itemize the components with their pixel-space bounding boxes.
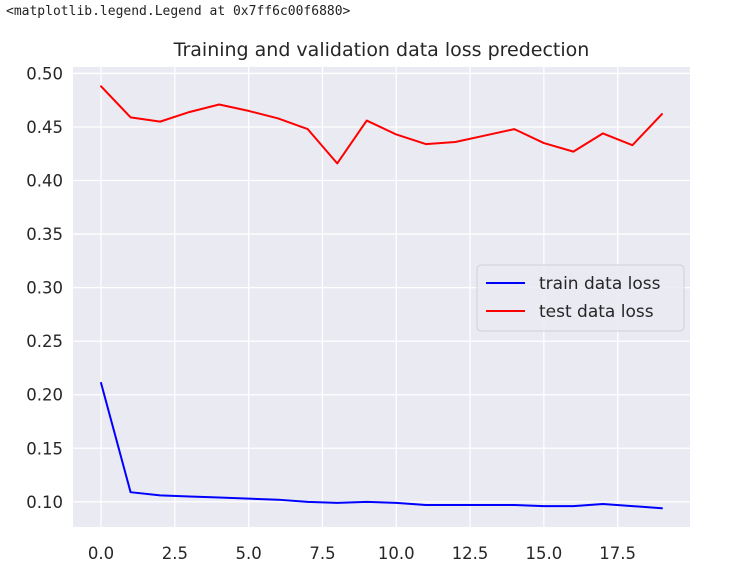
y-tick-label: 0.25 [26, 332, 63, 351]
x-tick-label: 5.0 [236, 544, 262, 563]
x-tick-label: 7.5 [309, 544, 335, 563]
y-tick-label: 0.45 [26, 118, 63, 137]
y-tick-label: 0.50 [26, 64, 63, 83]
x-tick-label: 15.0 [525, 544, 562, 563]
legend: train data loss test data loss [477, 265, 684, 331]
x-tick-label: 0.0 [88, 544, 114, 563]
legend-label: train data loss [539, 274, 661, 294]
y-tick-label: 0.20 [26, 386, 63, 405]
y-tick-label: 0.10 [26, 493, 63, 512]
x-tick-label: 2.5 [162, 544, 188, 563]
y-axis-ticks: 0.10 0.15 0.20 0.25 0.30 0.35 0.40 0.45 0.50 [26, 64, 63, 511]
legend-label: test data loss [539, 302, 654, 322]
x-axis-ticks: 0.0 2.5 5.0 7.5 10.0 12.5 15.0 17.5 [88, 544, 636, 563]
y-tick-label: 0.35 [26, 225, 63, 244]
y-tick-label: 0.40 [26, 172, 63, 191]
x-tick-label: 17.5 [599, 544, 636, 563]
y-tick-label: 0.15 [26, 439, 63, 458]
x-tick-label: 10.0 [378, 544, 415, 563]
x-tick-label: 12.5 [452, 544, 489, 563]
y-tick-label: 0.30 [26, 279, 63, 298]
chart-title: Training and validation data loss predec… [173, 39, 590, 61]
